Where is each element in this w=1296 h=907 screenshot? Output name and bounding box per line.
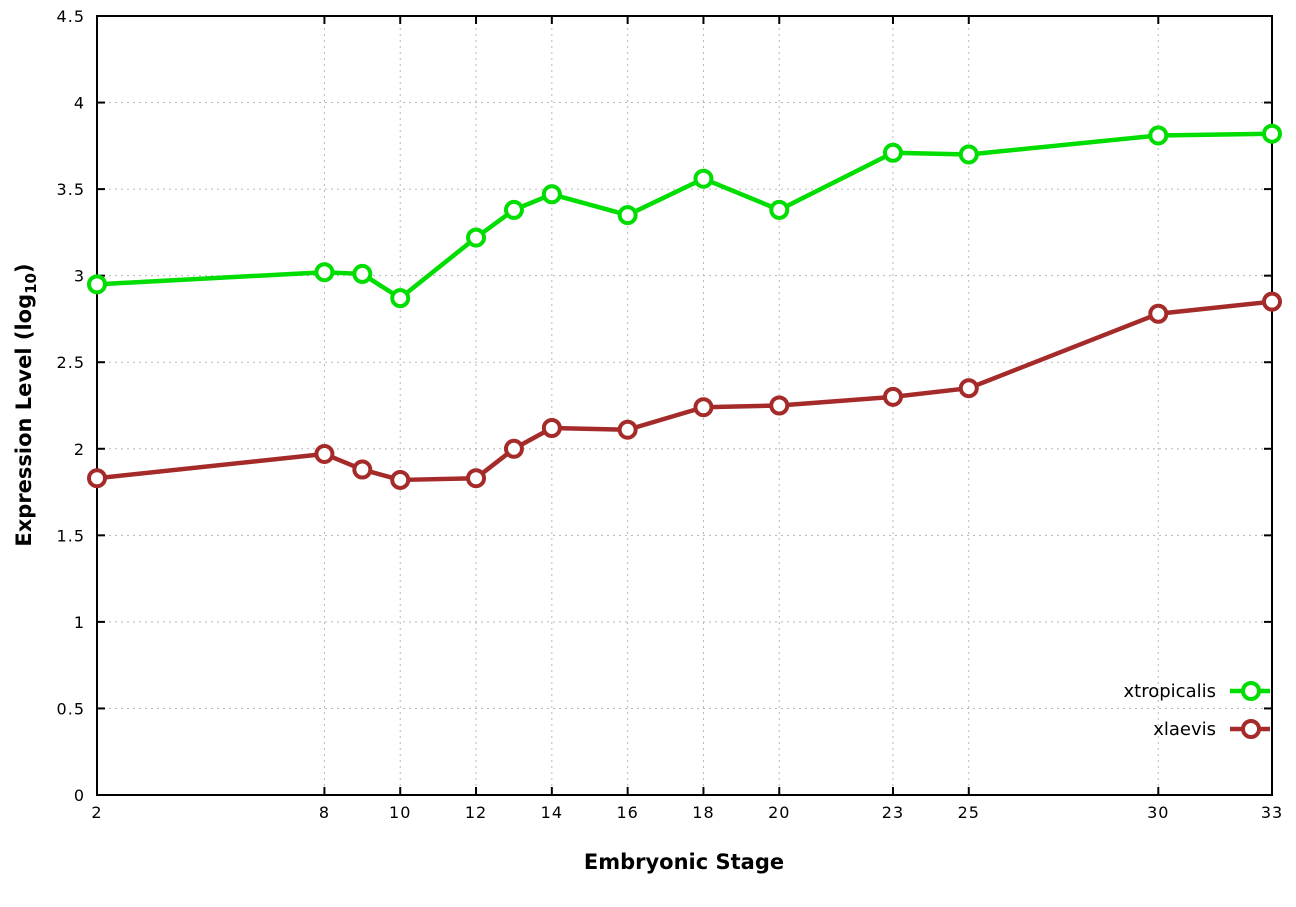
marker-xtropicalis — [1262, 123, 1282, 144]
y-axis-title: Expression Level (log10) — [12, 263, 40, 546]
marker-xlaevis — [769, 395, 790, 416]
marker-xtropicalis — [466, 227, 487, 248]
marker-xlaevis — [541, 418, 562, 439]
x-tick-label: 33 — [1261, 803, 1283, 822]
y-tick-label: 3.5 — [57, 180, 85, 199]
marker-xtropicalis — [617, 205, 638, 226]
x-tick-label: 30 — [1147, 803, 1169, 822]
y-axis-title-subscript: 10 — [22, 273, 41, 294]
marker-xtropicalis — [958, 144, 979, 165]
x-axis-title: Embryonic Stage — [584, 850, 784, 874]
marker-xlaevis — [314, 443, 335, 464]
x-tick-label: 16 — [616, 803, 638, 822]
marker-xtropicalis — [693, 168, 714, 189]
x-tick-label: 23 — [882, 803, 904, 822]
marker-xtropicalis — [503, 199, 524, 220]
x-tick-label: 20 — [768, 803, 790, 822]
y-tick-label: 2 — [74, 440, 85, 459]
x-tick-label: 8 — [319, 803, 330, 822]
y-axis-title-prefix: Expression Level (log — [11, 293, 36, 547]
plot-border — [96, 15, 1273, 796]
legend-label-xlaevis: xlaevis — [1153, 719, 1216, 740]
y-tick-label: 1 — [74, 613, 85, 632]
marker-xlaevis — [87, 468, 107, 489]
x-tick-label: 14 — [541, 803, 563, 822]
legend-sample-marker-xlaevis — [1241, 719, 1261, 739]
marker-xlaevis — [1262, 291, 1282, 312]
marker-xlaevis — [1148, 303, 1169, 324]
y-tick-label: 0.5 — [57, 699, 85, 718]
marker-xtropicalis — [314, 262, 335, 283]
legend-sample-marker-xtropicalis — [1241, 681, 1261, 701]
x-tick-label: 2 — [91, 803, 102, 822]
y-axis-title-suffix: ) — [11, 263, 36, 273]
x-tick-label: 10 — [389, 803, 411, 822]
marker-xlaevis — [390, 469, 411, 490]
marker-xtropicalis — [1148, 125, 1169, 146]
marker-xtropicalis — [390, 288, 411, 309]
marker-xlaevis — [503, 438, 524, 459]
marker-xlaevis — [693, 397, 714, 418]
x-axis-title-text: Embryonic Stage — [583, 850, 785, 874]
series-line-xlaevis — [94, 299, 1275, 483]
marker-xtropicalis — [541, 184, 562, 205]
y-tick-label: 4 — [74, 94, 85, 113]
marker-xlaevis — [466, 468, 487, 489]
marker-xlaevis — [958, 378, 979, 399]
marker-xlaevis — [882, 386, 903, 407]
legend-label-xtropicalis: xtropicalis — [1124, 681, 1216, 702]
x-tick-label: 18 — [692, 803, 714, 822]
x-tick-label: 25 — [958, 803, 980, 822]
marker-xtropicalis — [352, 263, 373, 284]
y-tick-label: 0 — [74, 786, 85, 805]
marker-xtropicalis — [882, 142, 903, 163]
x-tick-label: 12 — [465, 803, 487, 822]
marker-xlaevis — [617, 419, 638, 440]
y-tick-label: 4.5 — [57, 7, 85, 26]
marker-xtropicalis — [87, 274, 107, 295]
marker-xlaevis — [352, 459, 373, 480]
series-line-xtropicalis — [94, 131, 1275, 301]
y-tick-label: 3 — [74, 267, 85, 286]
marker-xtropicalis — [769, 199, 790, 220]
y-tick-label: 1.5 — [57, 526, 85, 545]
y-tick-label: 2.5 — [57, 353, 85, 372]
